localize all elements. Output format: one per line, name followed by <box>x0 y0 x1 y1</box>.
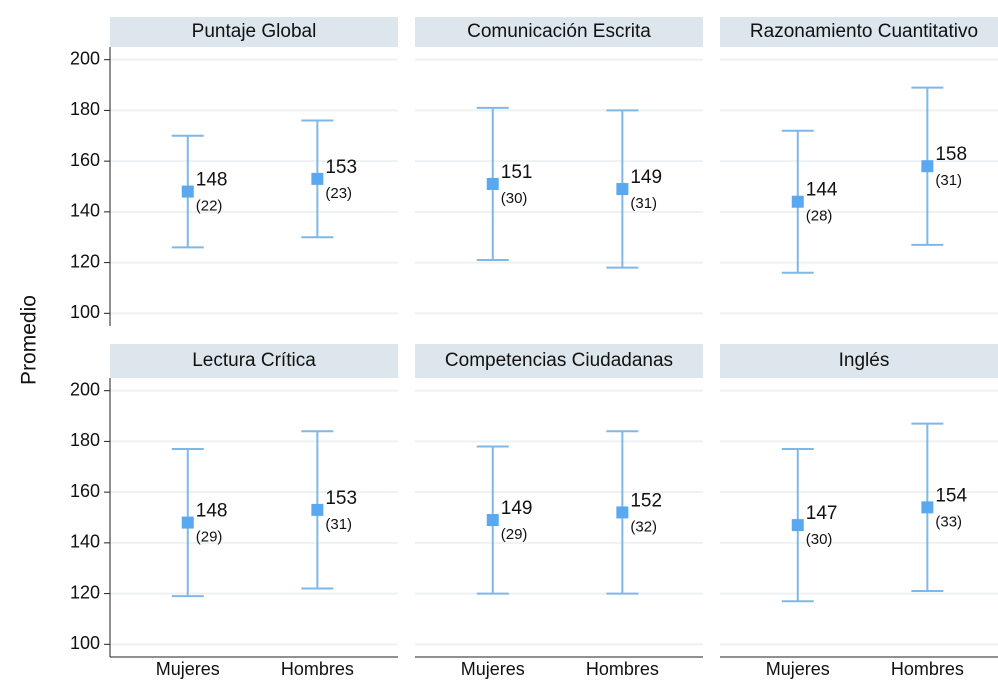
panel-strip <box>415 344 703 378</box>
error-label: (30) <box>806 531 833 548</box>
panel-strip <box>720 344 998 378</box>
value-label: 153 <box>325 157 357 178</box>
y-tick-label: 160 <box>70 150 100 170</box>
error-label: (28) <box>806 208 833 225</box>
mean-marker <box>791 195 804 208</box>
value-label: 158 <box>935 144 967 165</box>
y-tick-label: 140 <box>70 532 100 552</box>
error-label: (33) <box>935 513 962 530</box>
y-tick-label: 100 <box>70 302 100 322</box>
panel-strip <box>415 17 703 47</box>
error-label: (22) <box>196 198 223 215</box>
panel-title: Puntaje Global <box>192 21 317 42</box>
value-label: 144 <box>806 180 838 201</box>
error-label: (31) <box>935 172 962 189</box>
value-label: 149 <box>630 167 662 188</box>
x-tick-label: Hombres <box>891 659 964 679</box>
y-axis-label: Promedio <box>18 295 41 385</box>
mean-marker <box>486 177 499 190</box>
y-tick-label: 160 <box>70 481 100 501</box>
y-tick-label: 140 <box>70 201 100 221</box>
mean-marker <box>486 514 499 527</box>
error-label: (31) <box>630 195 657 212</box>
x-tick-label: Hombres <box>586 659 659 679</box>
mean-marker <box>616 183 629 196</box>
mean-marker <box>616 506 629 519</box>
mean-marker <box>921 501 934 514</box>
panel-title: Competencias Ciudadanas <box>445 350 673 371</box>
mean-marker <box>181 516 194 529</box>
panel-strip <box>720 17 998 47</box>
value-label: 154 <box>935 485 967 506</box>
y-tick-label: 200 <box>70 379 100 399</box>
value-label: 148 <box>196 501 228 522</box>
x-tick-label: Mujeres <box>766 659 830 679</box>
mean-marker <box>311 503 324 516</box>
error-label: (29) <box>196 529 223 546</box>
mean-marker <box>921 160 934 173</box>
value-label: 152 <box>630 490 662 511</box>
panel-title: Razonamiento Cuantitativo <box>750 21 978 42</box>
y-tick-label: 120 <box>70 251 100 271</box>
panel-title: Lectura Crítica <box>192 350 316 371</box>
error-label: (30) <box>501 190 528 207</box>
y-tick-label: 120 <box>70 582 100 602</box>
y-tick-label: 180 <box>70 430 100 450</box>
error-label: (32) <box>630 518 657 535</box>
y-tick-label: 100 <box>70 633 100 653</box>
mean-marker <box>791 519 804 532</box>
value-label: 148 <box>196 170 228 191</box>
x-tick-label: Mujeres <box>461 659 525 679</box>
x-tick-label: Mujeres <box>156 659 220 679</box>
value-label: 151 <box>501 162 533 183</box>
value-label: 153 <box>325 488 357 509</box>
panel-title: Inglés <box>839 350 890 371</box>
mean-marker <box>181 185 194 198</box>
value-label: 149 <box>501 498 533 519</box>
mean-marker <box>311 172 324 185</box>
panel-title: Comunicación Escrita <box>467 21 651 42</box>
y-tick-label: 180 <box>70 99 100 119</box>
x-tick-label: Hombres <box>281 659 354 679</box>
y-tick-label: 200 <box>70 48 100 68</box>
panel-strip <box>110 17 398 47</box>
panel-strip <box>110 344 398 378</box>
error-label: (23) <box>325 185 352 202</box>
error-label: (31) <box>325 516 352 533</box>
value-label: 147 <box>806 503 838 524</box>
error-label: (29) <box>501 526 528 543</box>
